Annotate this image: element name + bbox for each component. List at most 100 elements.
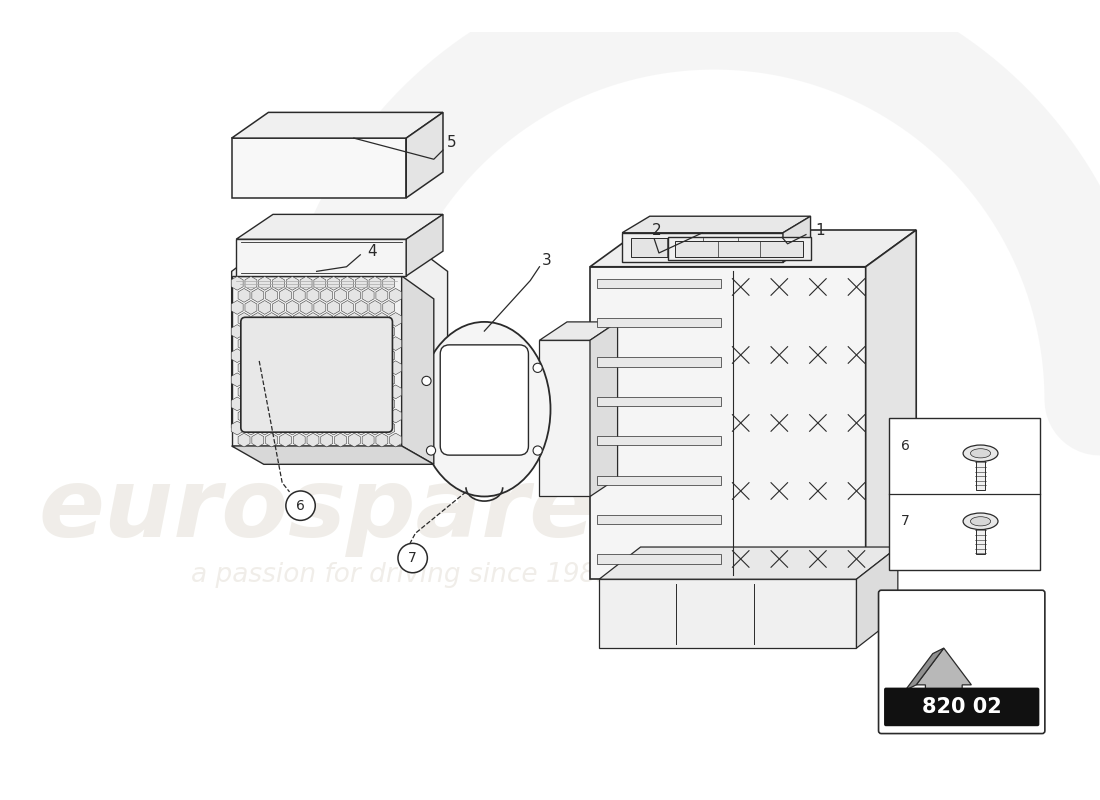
Circle shape: [534, 446, 542, 455]
Polygon shape: [232, 244, 448, 455]
Polygon shape: [383, 397, 395, 410]
Polygon shape: [866, 230, 916, 579]
Polygon shape: [383, 325, 395, 338]
Circle shape: [286, 491, 316, 520]
Polygon shape: [389, 313, 402, 326]
Polygon shape: [265, 409, 277, 423]
Polygon shape: [368, 373, 381, 386]
Polygon shape: [314, 301, 326, 314]
Polygon shape: [294, 289, 305, 302]
Polygon shape: [252, 337, 264, 350]
Polygon shape: [383, 373, 395, 386]
Polygon shape: [321, 409, 332, 423]
Polygon shape: [231, 397, 243, 410]
Polygon shape: [231, 277, 243, 290]
Polygon shape: [231, 421, 243, 435]
Polygon shape: [252, 409, 264, 423]
Polygon shape: [389, 433, 402, 447]
Ellipse shape: [964, 445, 998, 462]
Text: 7: 7: [901, 514, 910, 528]
Polygon shape: [245, 301, 257, 314]
Polygon shape: [783, 216, 811, 262]
Polygon shape: [368, 301, 381, 314]
Polygon shape: [245, 373, 257, 386]
Polygon shape: [362, 433, 374, 447]
Polygon shape: [590, 266, 866, 579]
Polygon shape: [300, 325, 312, 338]
Polygon shape: [265, 337, 277, 350]
Text: 6: 6: [296, 498, 305, 513]
Polygon shape: [314, 397, 326, 410]
Polygon shape: [231, 373, 243, 386]
Polygon shape: [321, 385, 332, 398]
Polygon shape: [307, 313, 319, 326]
Polygon shape: [238, 385, 250, 398]
Polygon shape: [376, 433, 388, 447]
Polygon shape: [623, 216, 811, 233]
Polygon shape: [341, 421, 353, 435]
Polygon shape: [362, 361, 374, 374]
FancyBboxPatch shape: [879, 590, 1045, 734]
Polygon shape: [252, 313, 264, 326]
Polygon shape: [279, 289, 292, 302]
Polygon shape: [623, 233, 783, 262]
Polygon shape: [252, 433, 264, 447]
Polygon shape: [245, 349, 257, 362]
Polygon shape: [314, 421, 326, 435]
Polygon shape: [231, 349, 243, 362]
Polygon shape: [273, 421, 285, 435]
Polygon shape: [231, 325, 243, 338]
Polygon shape: [258, 397, 271, 410]
Polygon shape: [334, 385, 346, 398]
Polygon shape: [349, 409, 361, 423]
Polygon shape: [328, 397, 340, 410]
Polygon shape: [294, 313, 305, 326]
Bar: [597, 554, 722, 563]
Ellipse shape: [964, 513, 998, 530]
Polygon shape: [265, 361, 277, 374]
Polygon shape: [334, 433, 346, 447]
Polygon shape: [286, 373, 298, 386]
Polygon shape: [279, 433, 292, 447]
Polygon shape: [334, 337, 346, 350]
Polygon shape: [362, 409, 374, 423]
Polygon shape: [236, 214, 443, 239]
Polygon shape: [314, 325, 326, 338]
Bar: [597, 397, 722, 406]
Polygon shape: [300, 349, 312, 362]
Polygon shape: [376, 409, 388, 423]
Polygon shape: [402, 276, 433, 464]
Polygon shape: [383, 277, 395, 290]
Polygon shape: [355, 277, 367, 290]
Polygon shape: [334, 361, 346, 374]
Polygon shape: [252, 385, 264, 398]
Polygon shape: [258, 325, 271, 338]
Polygon shape: [252, 361, 264, 374]
Polygon shape: [286, 397, 298, 410]
Polygon shape: [265, 433, 277, 447]
Polygon shape: [258, 277, 271, 290]
Polygon shape: [341, 325, 353, 338]
Text: 6: 6: [901, 439, 910, 453]
Polygon shape: [349, 361, 361, 374]
Polygon shape: [341, 349, 353, 362]
Polygon shape: [231, 301, 243, 314]
Polygon shape: [349, 385, 361, 398]
Text: 3: 3: [542, 253, 552, 268]
Polygon shape: [334, 313, 346, 326]
Polygon shape: [349, 313, 361, 326]
Polygon shape: [590, 230, 916, 266]
Polygon shape: [238, 361, 250, 374]
Polygon shape: [273, 397, 285, 410]
Polygon shape: [245, 397, 257, 410]
Polygon shape: [406, 112, 443, 198]
Polygon shape: [321, 433, 332, 447]
Polygon shape: [328, 277, 340, 290]
Polygon shape: [265, 289, 277, 302]
Polygon shape: [238, 409, 250, 423]
Polygon shape: [916, 648, 971, 722]
Polygon shape: [389, 385, 402, 398]
Polygon shape: [355, 421, 367, 435]
Bar: [597, 278, 722, 288]
Polygon shape: [389, 361, 402, 374]
